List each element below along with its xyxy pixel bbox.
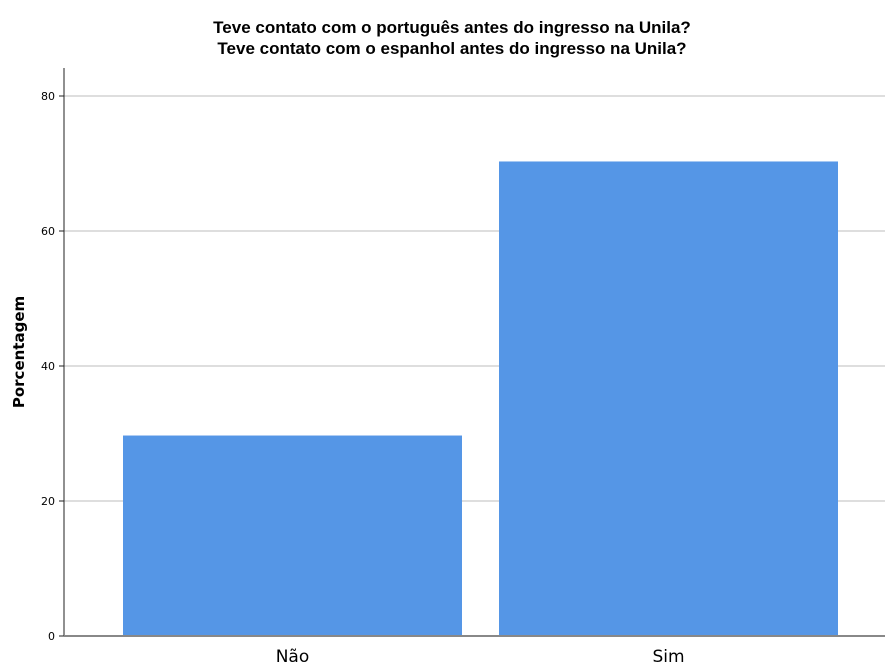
chart-title: Teve contato com o português antes do in… [213,18,691,37]
x-tick-label: Sim [652,647,684,666]
bar-sim [499,161,838,636]
x-tick-label: Não [276,647,310,666]
y-tick-labels: 0 20 40 60 80 [41,90,64,643]
y-tick-label: 60 [41,225,55,238]
bar-nao [123,435,462,636]
y-tick-label: 0 [48,630,55,643]
x-tick-labels: Não Sim [276,647,685,666]
y-axis-label: Porcentagem [10,296,28,408]
bars [123,161,838,636]
y-tick-label: 40 [41,360,55,373]
y-tick-label: 20 [41,495,55,508]
chart-subtitle: Teve contato com o espanhol antes do ing… [217,39,686,58]
y-tick-label: 80 [41,90,55,103]
